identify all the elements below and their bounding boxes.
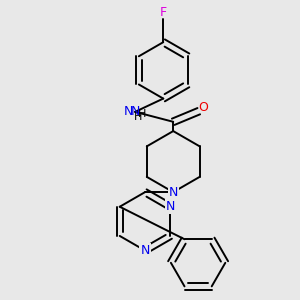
Text: N: N — [169, 186, 178, 199]
Text: N: N — [130, 105, 140, 118]
Text: N: N — [166, 200, 175, 213]
Text: F: F — [160, 7, 167, 20]
Text: N: N — [124, 105, 134, 118]
Text: H: H — [138, 110, 147, 119]
Text: N: N — [140, 244, 150, 257]
Text: O: O — [198, 101, 208, 114]
Text: H: H — [134, 112, 142, 122]
Text: N: N — [169, 186, 178, 199]
